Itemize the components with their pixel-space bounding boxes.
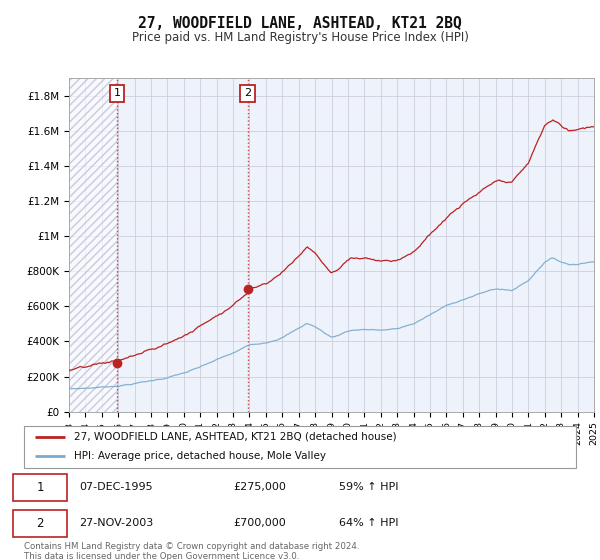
Text: 59% ↑ HPI: 59% ↑ HPI xyxy=(338,482,398,492)
Text: 27, WOODFIELD LANE, ASHTEAD, KT21 2BQ: 27, WOODFIELD LANE, ASHTEAD, KT21 2BQ xyxy=(138,16,462,31)
Text: 27-NOV-2003: 27-NOV-2003 xyxy=(79,519,154,529)
Text: 27, WOODFIELD LANE, ASHTEAD, KT21 2BQ (detached house): 27, WOODFIELD LANE, ASHTEAD, KT21 2BQ (d… xyxy=(74,432,397,442)
Bar xyxy=(69,78,117,412)
FancyBboxPatch shape xyxy=(13,474,67,501)
Text: 1: 1 xyxy=(113,88,121,99)
Text: £700,000: £700,000 xyxy=(234,519,287,529)
FancyBboxPatch shape xyxy=(24,426,576,468)
Text: 2: 2 xyxy=(244,88,251,99)
FancyBboxPatch shape xyxy=(13,510,67,537)
Bar xyxy=(117,78,248,412)
Text: £275,000: £275,000 xyxy=(234,482,287,492)
Text: HPI: Average price, detached house, Mole Valley: HPI: Average price, detached house, Mole… xyxy=(74,451,326,461)
Text: Contains HM Land Registry data © Crown copyright and database right 2024.
This d: Contains HM Land Registry data © Crown c… xyxy=(24,542,359,560)
Text: 07-DEC-1995: 07-DEC-1995 xyxy=(79,482,153,492)
Text: Price paid vs. HM Land Registry's House Price Index (HPI): Price paid vs. HM Land Registry's House … xyxy=(131,31,469,44)
Text: 2: 2 xyxy=(36,517,44,530)
Text: 1: 1 xyxy=(36,481,44,494)
Text: 64% ↑ HPI: 64% ↑ HPI xyxy=(338,519,398,529)
